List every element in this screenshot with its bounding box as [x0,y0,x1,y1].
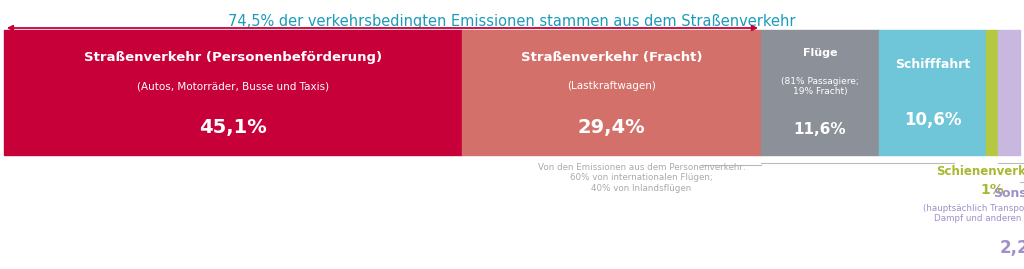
Text: Flüge: Flüge [803,48,837,58]
Text: Straßenverkehr (Personenbeförderung): Straßenverkehr (Personenbeförderung) [84,51,382,64]
Text: 29,4%: 29,4% [578,118,645,137]
Text: Sonstige: Sonstige [992,187,1024,200]
Text: 1%: 1% [980,183,1004,197]
Bar [4,30,462,155]
Text: (81% Passagiere;
19% Fracht): (81% Passagiere; 19% Fracht) [781,77,859,96]
Text: Schifffahrt: Schifffahrt [895,58,971,72]
Text: (Lastkraftwagen): (Lastkraftwagen) [567,81,656,91]
Bar [462,30,761,155]
Bar [761,30,879,155]
Text: Schienenverkehr: Schienenverkehr [936,165,1024,178]
Text: 2,2%: 2,2% [1000,239,1024,257]
Text: Straßenverkehr (Fracht): Straßenverkehr (Fracht) [521,51,702,64]
Text: 10,6%: 10,6% [904,111,962,129]
Text: 45,1%: 45,1% [200,118,267,137]
Text: 11,6%: 11,6% [794,122,846,137]
Text: 74,5% der verkehrsbedingten Emissionen stammen aus dem Straßenverkehr: 74,5% der verkehrsbedingten Emissionen s… [228,14,796,29]
Text: Von den Emissionen aus dem Personenverkehr:
60% von internationalen Flügen;
40% : Von den Emissionen aus dem Personenverke… [538,163,745,193]
Bar [997,30,1020,155]
Bar [986,30,997,155]
Text: (Autos, Motorräder, Busse und Taxis): (Autos, Motorräder, Busse und Taxis) [137,81,329,91]
Bar [879,30,986,155]
Text: (hauptsächlich Transport von Öl, Gas, Wasser,
Dampf und anderen Stoffen in Pipel: (hauptsächlich Transport von Öl, Gas, Wa… [923,203,1024,223]
